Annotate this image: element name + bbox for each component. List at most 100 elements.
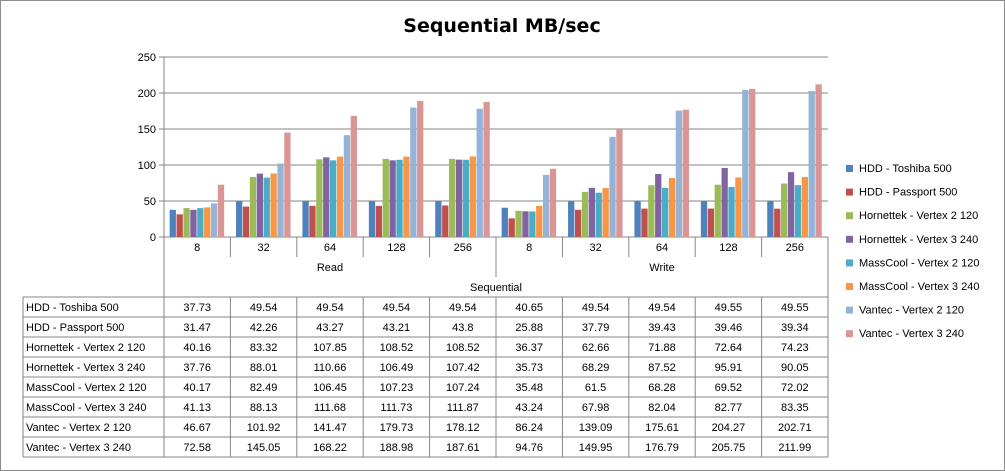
bar xyxy=(735,177,742,237)
table-row-label: Vantec - Vertex 3 240 xyxy=(26,442,131,454)
bar xyxy=(242,206,250,237)
table-cell: 204.27 xyxy=(712,422,746,434)
bar xyxy=(767,201,774,237)
table-cell: 67.98 xyxy=(582,402,610,414)
legend: HDD - Toshiba 500 HDD - Passport 500 Horne… xyxy=(846,163,979,340)
table-cell: 108.52 xyxy=(380,342,414,354)
table-cell: 87.52 xyxy=(648,362,676,374)
bar xyxy=(263,177,270,237)
table-cell: 188.98 xyxy=(380,442,414,454)
x-tick-label: 32 xyxy=(589,242,601,254)
bar xyxy=(389,160,396,237)
table-cell: 42.26 xyxy=(250,322,278,334)
bar xyxy=(197,208,204,237)
legend-label: MassCool - Vertex 2 120 xyxy=(859,257,979,269)
bar xyxy=(508,218,515,237)
table-cell: 41.13 xyxy=(183,402,211,414)
bar xyxy=(302,201,309,237)
table-cell: 94.76 xyxy=(515,442,543,454)
legend-swatch xyxy=(846,259,853,267)
y-tick-label: 200 xyxy=(138,88,156,100)
x-tick-label: 128 xyxy=(387,242,405,254)
table-cell: 39.34 xyxy=(781,322,809,334)
bar xyxy=(728,186,735,237)
table-cell: 72.58 xyxy=(183,442,211,454)
table-cell: 39.46 xyxy=(715,322,743,334)
bar xyxy=(655,173,662,237)
table-cell: 107.23 xyxy=(380,382,414,394)
table-cell: 139.09 xyxy=(579,422,613,434)
bar xyxy=(368,201,376,237)
bar xyxy=(536,205,543,237)
table-cell: 49.54 xyxy=(648,302,676,314)
table-cell: 176.79 xyxy=(645,442,679,454)
x-tick-label: 8 xyxy=(526,242,532,254)
table-cell: 82.04 xyxy=(648,402,676,414)
bar xyxy=(410,107,417,237)
table-cell: 202.71 xyxy=(778,422,812,434)
table-cell: 40.17 xyxy=(183,382,211,394)
bar xyxy=(721,167,728,237)
bar xyxy=(330,160,337,237)
legend-swatch xyxy=(846,188,853,196)
table-cell: 106.45 xyxy=(313,382,347,394)
table-cell: 82.49 xyxy=(250,382,278,394)
table-cell: 145.05 xyxy=(247,442,281,454)
bar xyxy=(641,208,648,237)
table-cell: 35.48 xyxy=(515,382,543,394)
bar xyxy=(801,176,808,237)
legend-swatch xyxy=(846,330,853,338)
group-label: Write xyxy=(649,262,674,274)
table-cell: 187.61 xyxy=(446,442,480,454)
bar xyxy=(529,211,536,237)
table-cell: 39.43 xyxy=(648,322,676,334)
table-cell: 72.64 xyxy=(715,342,743,354)
table-cell: 205.75 xyxy=(712,442,746,454)
table-cell: 107.85 xyxy=(313,342,347,354)
y-tick-label: 150 xyxy=(138,124,156,136)
table-cell: 106.49 xyxy=(380,362,414,374)
bar xyxy=(176,214,183,237)
bar xyxy=(403,156,410,237)
bar xyxy=(742,89,749,238)
table-cell: 179.73 xyxy=(380,422,414,434)
table-cell: 40.65 xyxy=(515,302,543,314)
table-row-label: MassCool - Vertex 2 120 xyxy=(26,382,146,394)
bar xyxy=(210,203,218,237)
table-cell: 86.24 xyxy=(515,422,543,434)
bar xyxy=(668,177,676,237)
table-cell: 36.37 xyxy=(515,342,543,354)
table-cell: 83.32 xyxy=(250,342,278,354)
bar xyxy=(284,132,291,237)
bar xyxy=(542,174,550,237)
table-cell: 110.66 xyxy=(314,362,347,374)
bar xyxy=(375,205,383,237)
x-tick-label: 32 xyxy=(257,242,269,254)
table-cell: 69.52 xyxy=(715,382,743,394)
legend-swatch xyxy=(846,165,853,172)
bar xyxy=(309,205,316,237)
axes: 0 50 100 150 200 250 8 32 64 128 256 8 32 64 128 256 Rea… xyxy=(138,52,829,297)
table-cell: 49.55 xyxy=(715,302,743,314)
bar xyxy=(417,100,424,238)
bar xyxy=(462,159,470,237)
bar xyxy=(270,173,277,237)
table-cell: 49.54 xyxy=(383,302,411,314)
table-cell: 31.47 xyxy=(183,322,211,334)
x-axis-label: Sequential xyxy=(470,282,522,294)
bar xyxy=(483,101,490,237)
data-table: HDD - Toshiba 500 37.73 49.54 49.54 49.54 49.… xyxy=(22,296,829,458)
table-cell: 141.47 xyxy=(313,422,347,434)
table-cell: 178.12 xyxy=(446,422,480,434)
bar xyxy=(204,207,211,237)
table-row-label: Hornettek - Vertex 3 240 xyxy=(26,362,145,374)
bar xyxy=(382,158,389,237)
bar xyxy=(815,84,822,238)
table-cell: 95.91 xyxy=(715,362,743,374)
bar xyxy=(634,201,641,237)
table-cell: 107.24 xyxy=(446,382,480,394)
table-cell: 37.76 xyxy=(183,362,211,374)
table-cell: 88.01 xyxy=(250,362,278,374)
bar xyxy=(217,184,225,237)
